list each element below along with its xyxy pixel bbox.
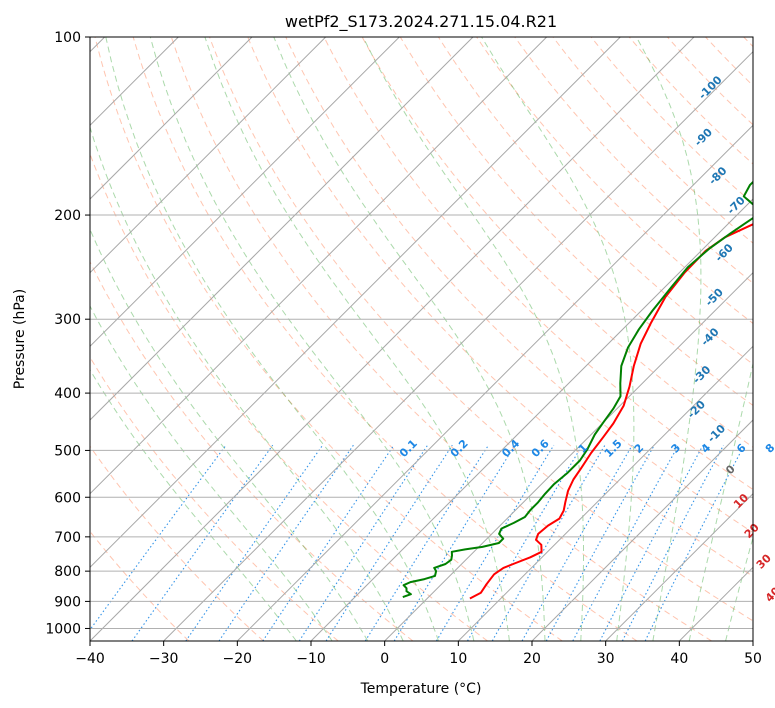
mixing-ratio-line	[218, 444, 354, 641]
moist-adiabat-line	[149, 37, 475, 641]
moist-adiabat-line	[90, 228, 369, 641]
dry-adiabat-line	[209, 37, 753, 622]
x-tick-label: −30	[149, 651, 179, 667]
isotherm-line	[236, 124, 753, 641]
moist-adiabat-line	[481, 37, 635, 641]
mixing-ratio-line	[435, 444, 555, 641]
isotherm-line	[531, 419, 753, 641]
y-tick-label: 300	[54, 312, 81, 328]
dry-adiabat-line	[323, 37, 753, 491]
mixing-ratio-line	[521, 444, 633, 641]
isotherm-line	[90, 37, 695, 641]
y-tick-label: 1000	[45, 621, 81, 637]
isotherm-line	[90, 37, 327, 274]
y-tick-label: 700	[54, 530, 81, 546]
dry-adiabat-line	[628, 37, 753, 165]
y-tick-label: 100	[54, 30, 81, 46]
x-tick-label: 10	[449, 651, 467, 667]
mixing-ratio-line	[298, 444, 429, 641]
mixing-ratio-line	[325, 444, 453, 641]
dry-adiabat-line	[399, 37, 753, 407]
dry-adiabat-line	[94, 37, 563, 641]
profile-series	[402, 180, 753, 600]
x-tick-label: 20	[523, 651, 541, 667]
background-lines	[90, 37, 753, 641]
x-axis-ticks: −40 −30 −20 −10 0 10 20 30 40 50	[75, 641, 762, 667]
plot-frame	[89, 36, 754, 642]
y-tick-label: 600	[54, 490, 81, 506]
isotherm-line	[457, 345, 753, 641]
mixing-ratio-line	[262, 444, 395, 641]
x-tick-label: 0	[380, 651, 389, 667]
dry-adiabat-line	[90, 445, 264, 641]
y-tick-label: 500	[54, 443, 81, 459]
x-tick-label: −10	[296, 651, 326, 667]
mixing-ratio-line	[364, 444, 489, 641]
temperature-profile-line	[469, 223, 753, 600]
mixing-ratio-line	[185, 444, 324, 641]
isotherm-line	[90, 37, 400, 348]
x-axis-label: Temperature (°C)	[360, 681, 482, 697]
moist-adiabat-line	[635, 37, 702, 641]
isotherm-line	[90, 37, 253, 200]
dry-adiabat-line	[90, 260, 414, 641]
isotherm-line	[310, 198, 753, 641]
dry-adiabat-line	[514, 37, 753, 284]
y-tick-label: 400	[54, 386, 81, 402]
dewpoint-profile-line	[402, 180, 753, 599]
mixing-ratio-line	[131, 444, 274, 641]
y-tick-label: 200	[54, 208, 81, 224]
y-tick-label: 900	[54, 594, 81, 610]
y-axis-ticks: 100 200 300 400 500 600 700 800 900 1000	[45, 30, 90, 637]
mixing-ratio-line	[621, 444, 724, 641]
isotherm-line	[384, 271, 753, 641]
moist-adiabat-line	[105, 37, 439, 641]
dry-adiabat-line	[476, 37, 753, 325]
moist-adiabat-line	[362, 37, 584, 641]
mixing-ratio-line	[393, 444, 516, 641]
x-tick-label: 30	[597, 651, 615, 667]
dry-adiabat-line	[247, 37, 753, 577]
dry-adiabat-line	[170, 37, 712, 641]
dry-adiabat-line	[590, 37, 753, 205]
x-tick-label: −20	[223, 651, 253, 667]
x-tick-label: 40	[670, 651, 688, 667]
mixing-ratio-line	[545, 444, 655, 641]
moist-adiabat-line	[90, 368, 297, 641]
moist-adiabat-line	[90, 305, 333, 641]
moist-adiabat-line	[90, 125, 404, 641]
isotherm-line	[90, 37, 548, 495]
plot-area	[90, 37, 753, 641]
moist-adiabat-line	[273, 37, 546, 641]
moist-adiabat-line	[725, 535, 753, 641]
dry-adiabat-line	[132, 37, 638, 641]
grid-lines	[90, 37, 753, 641]
chart-title: wetPf2_S173.2024.271.15.04.R21	[285, 12, 557, 32]
x-tick-label: 50	[744, 651, 762, 667]
mixing-ratio-line	[644, 444, 745, 641]
moist-adiabat-line	[688, 361, 753, 641]
isotherm-line	[90, 37, 621, 569]
y-axis-label: Pressure (hPa)	[12, 289, 28, 389]
x-tick-label: −40	[75, 651, 105, 667]
isotherm-line	[90, 37, 474, 421]
isotherm-line	[163, 50, 753, 641]
moist-adiabat-line	[204, 37, 510, 641]
y-tick-label: 800	[54, 564, 81, 580]
isotherm-line	[605, 492, 753, 641]
